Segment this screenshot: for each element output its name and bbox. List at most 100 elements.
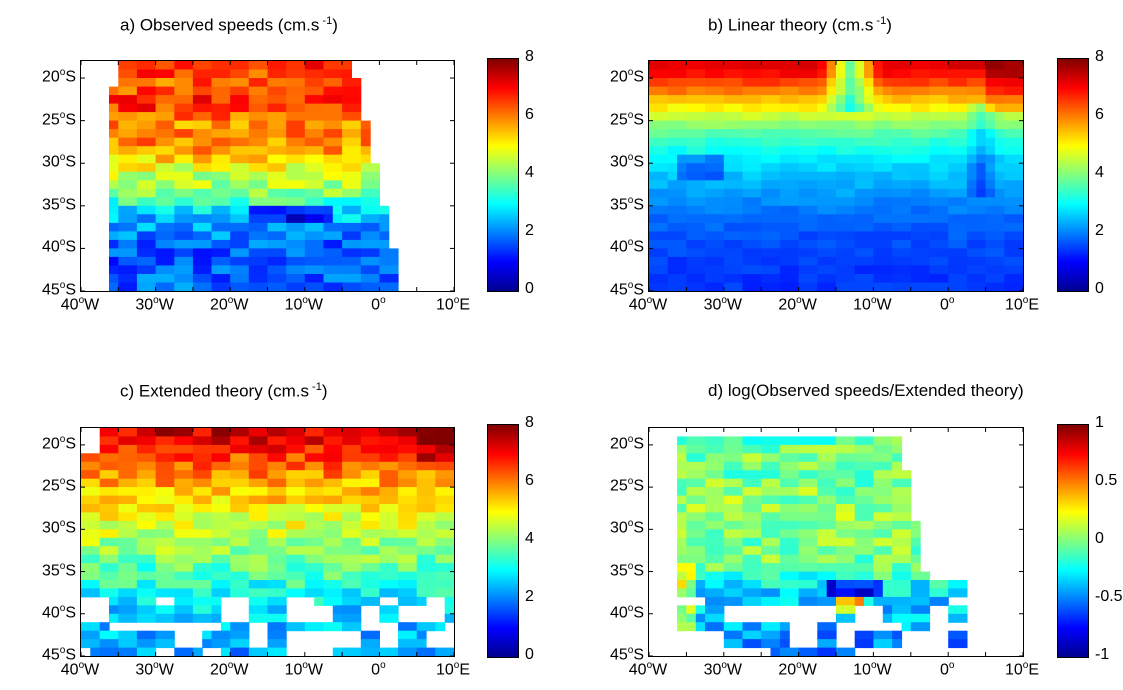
heatmap-cell — [845, 470, 856, 480]
heatmap-cell — [733, 188, 744, 198]
heatmap-cell — [258, 274, 269, 284]
heatmap-cell — [146, 512, 157, 522]
heatmap-cell — [817, 129, 828, 139]
heatmap-cell — [779, 571, 790, 581]
heatmap-cell — [985, 103, 996, 113]
heatmap-cell — [920, 571, 931, 581]
heatmap-cell — [751, 444, 762, 454]
heatmap-cell — [779, 197, 790, 207]
heatmap-cell — [323, 622, 334, 632]
heatmap-cell — [379, 647, 390, 656]
heatmap-cell — [854, 639, 865, 649]
heatmap-cell — [798, 470, 809, 480]
heatmap-cell — [258, 163, 269, 173]
heatmap-cell — [966, 61, 977, 71]
heatmap-cell — [258, 231, 269, 241]
heatmap-cell — [295, 197, 306, 207]
heatmap-cell — [332, 256, 343, 266]
colorbar-tick-label: -1 — [1095, 646, 1110, 663]
heatmap-cell — [286, 428, 297, 437]
heatmap-cell — [332, 222, 343, 232]
heatmap-cell — [370, 639, 380, 649]
heatmap-cell — [854, 239, 865, 249]
heatmap-cell — [304, 512, 315, 522]
panel-title-end: ) — [332, 15, 338, 35]
heatmap-cell — [248, 154, 259, 164]
heatmap-cell — [286, 529, 297, 539]
heatmap-cell — [789, 495, 800, 505]
heatmap-cell — [742, 222, 753, 232]
heatmap-cell — [332, 78, 343, 88]
heatmap-cell — [807, 205, 818, 215]
heatmap-cell — [770, 520, 781, 530]
heatmap-cell — [966, 120, 977, 130]
heatmap-cell — [957, 188, 968, 198]
heatmap-cell — [985, 231, 996, 241]
heatmap-cell — [202, 146, 213, 156]
heatmap-cell — [239, 495, 250, 505]
heatmap-cell — [323, 95, 334, 105]
heatmap-cell — [723, 112, 734, 122]
heatmap-cell — [733, 580, 744, 589]
heatmap-cell — [314, 512, 324, 522]
heatmap-cell — [723, 188, 734, 198]
heatmap-cell — [677, 520, 687, 530]
heatmap-cell — [276, 444, 287, 454]
heatmap-cell — [314, 554, 324, 564]
heatmap-cell — [742, 563, 753, 573]
heatmap-cell — [667, 69, 678, 79]
heatmap-cell — [164, 487, 175, 497]
heatmap-cell — [817, 436, 828, 446]
heatmap-cell — [416, 444, 427, 454]
heatmap-cell — [295, 265, 306, 275]
heatmap-cell — [751, 222, 762, 232]
heatmap-cell — [267, 647, 278, 656]
heatmap-cell — [267, 596, 278, 606]
heatmap-cell — [723, 197, 734, 207]
heatmap-cell — [109, 86, 119, 96]
heatmap-cell — [882, 639, 893, 649]
heatmap-cell — [109, 197, 119, 207]
heatmap-cell — [854, 563, 865, 573]
heatmap-cell — [798, 504, 809, 513]
heatmap-cell — [109, 630, 119, 640]
heatmap-cell — [379, 256, 390, 266]
heatmap-cell — [938, 61, 949, 71]
heatmap-cell — [164, 461, 175, 471]
heatmap-cell — [146, 487, 157, 497]
heatmap-cell — [658, 239, 669, 249]
heatmap-cell — [118, 129, 129, 139]
heatmap-cell — [155, 580, 166, 589]
heatmap-cell — [314, 436, 324, 446]
heatmap-cell — [146, 274, 157, 284]
heatmap-cell — [882, 146, 893, 156]
heatmap-cell — [146, 214, 157, 224]
heatmap-cell — [295, 622, 306, 632]
heatmap-cell — [314, 453, 324, 463]
heatmap-cell — [211, 205, 222, 215]
heatmap-cell — [202, 282, 213, 291]
heatmap-cell — [938, 129, 949, 139]
heatmap-cell — [248, 248, 259, 258]
heatmap-cell — [351, 571, 362, 581]
heatmap-cell — [239, 487, 250, 497]
heatmap-cell — [892, 639, 903, 649]
panel-title-end: ) — [321, 381, 328, 401]
heatmap-cell — [248, 171, 259, 181]
heatmap-cell — [230, 639, 241, 649]
heatmap-cell — [295, 504, 306, 513]
heatmap-cell — [388, 520, 399, 530]
heatmap-cell — [258, 520, 269, 530]
heatmap-cell — [761, 487, 772, 497]
heatmap-cell — [239, 103, 250, 113]
colorbar-tick-label: 8 — [525, 414, 534, 431]
heatmap-cell — [416, 436, 427, 446]
heatmap-cell — [155, 444, 166, 454]
heatmap-cell — [826, 171, 837, 181]
heatmap-cell — [202, 248, 213, 258]
heatmap-cell — [183, 222, 194, 232]
heatmap-cell — [444, 554, 454, 564]
heatmap-cell — [127, 461, 138, 471]
heatmap-cell — [742, 197, 753, 207]
heatmap-cell — [379, 554, 390, 564]
